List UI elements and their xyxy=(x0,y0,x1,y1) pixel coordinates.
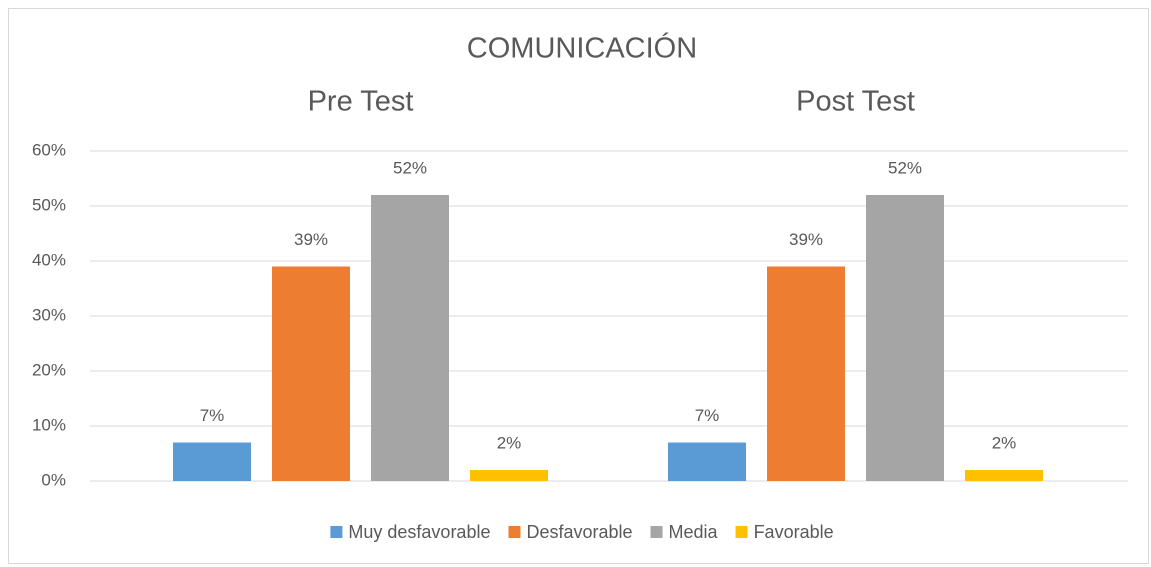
data-label: 7% xyxy=(200,406,225,425)
legend-swatch xyxy=(330,526,343,538)
legend-swatch xyxy=(735,526,748,538)
y-tick-label: 10% xyxy=(32,415,66,434)
legend-swatch xyxy=(650,526,663,538)
data-label: 2% xyxy=(992,433,1017,452)
bar xyxy=(371,195,449,481)
category-label: Post Test xyxy=(796,86,915,118)
bar xyxy=(866,195,944,481)
data-label: 7% xyxy=(695,406,720,425)
bar xyxy=(965,470,1043,481)
bar xyxy=(272,266,350,481)
legend-label: Favorable xyxy=(754,522,834,542)
y-tick-label: 30% xyxy=(32,305,66,324)
legend-label: Media xyxy=(669,522,719,542)
y-tick-label: 20% xyxy=(32,360,66,379)
legend-label: Muy desfavorable xyxy=(348,522,490,542)
y-tick-label: 40% xyxy=(32,250,66,269)
bar xyxy=(470,470,548,481)
y-tick-label: 0% xyxy=(41,470,66,489)
bar xyxy=(767,266,845,481)
category-label: Pre Test xyxy=(308,86,414,118)
data-label: 52% xyxy=(888,158,922,177)
data-label: 39% xyxy=(294,230,328,249)
data-label: 2% xyxy=(497,433,522,452)
chart-title: COMUNICACIÓN xyxy=(467,32,697,65)
legend-swatch xyxy=(508,526,521,538)
legend-label: Desfavorable xyxy=(526,522,632,542)
y-tick-label: 60% xyxy=(32,140,66,159)
bar xyxy=(173,442,251,481)
data-label: 39% xyxy=(789,230,823,249)
y-tick-label: 50% xyxy=(32,195,66,214)
bar xyxy=(668,442,746,481)
data-label: 52% xyxy=(393,158,427,177)
